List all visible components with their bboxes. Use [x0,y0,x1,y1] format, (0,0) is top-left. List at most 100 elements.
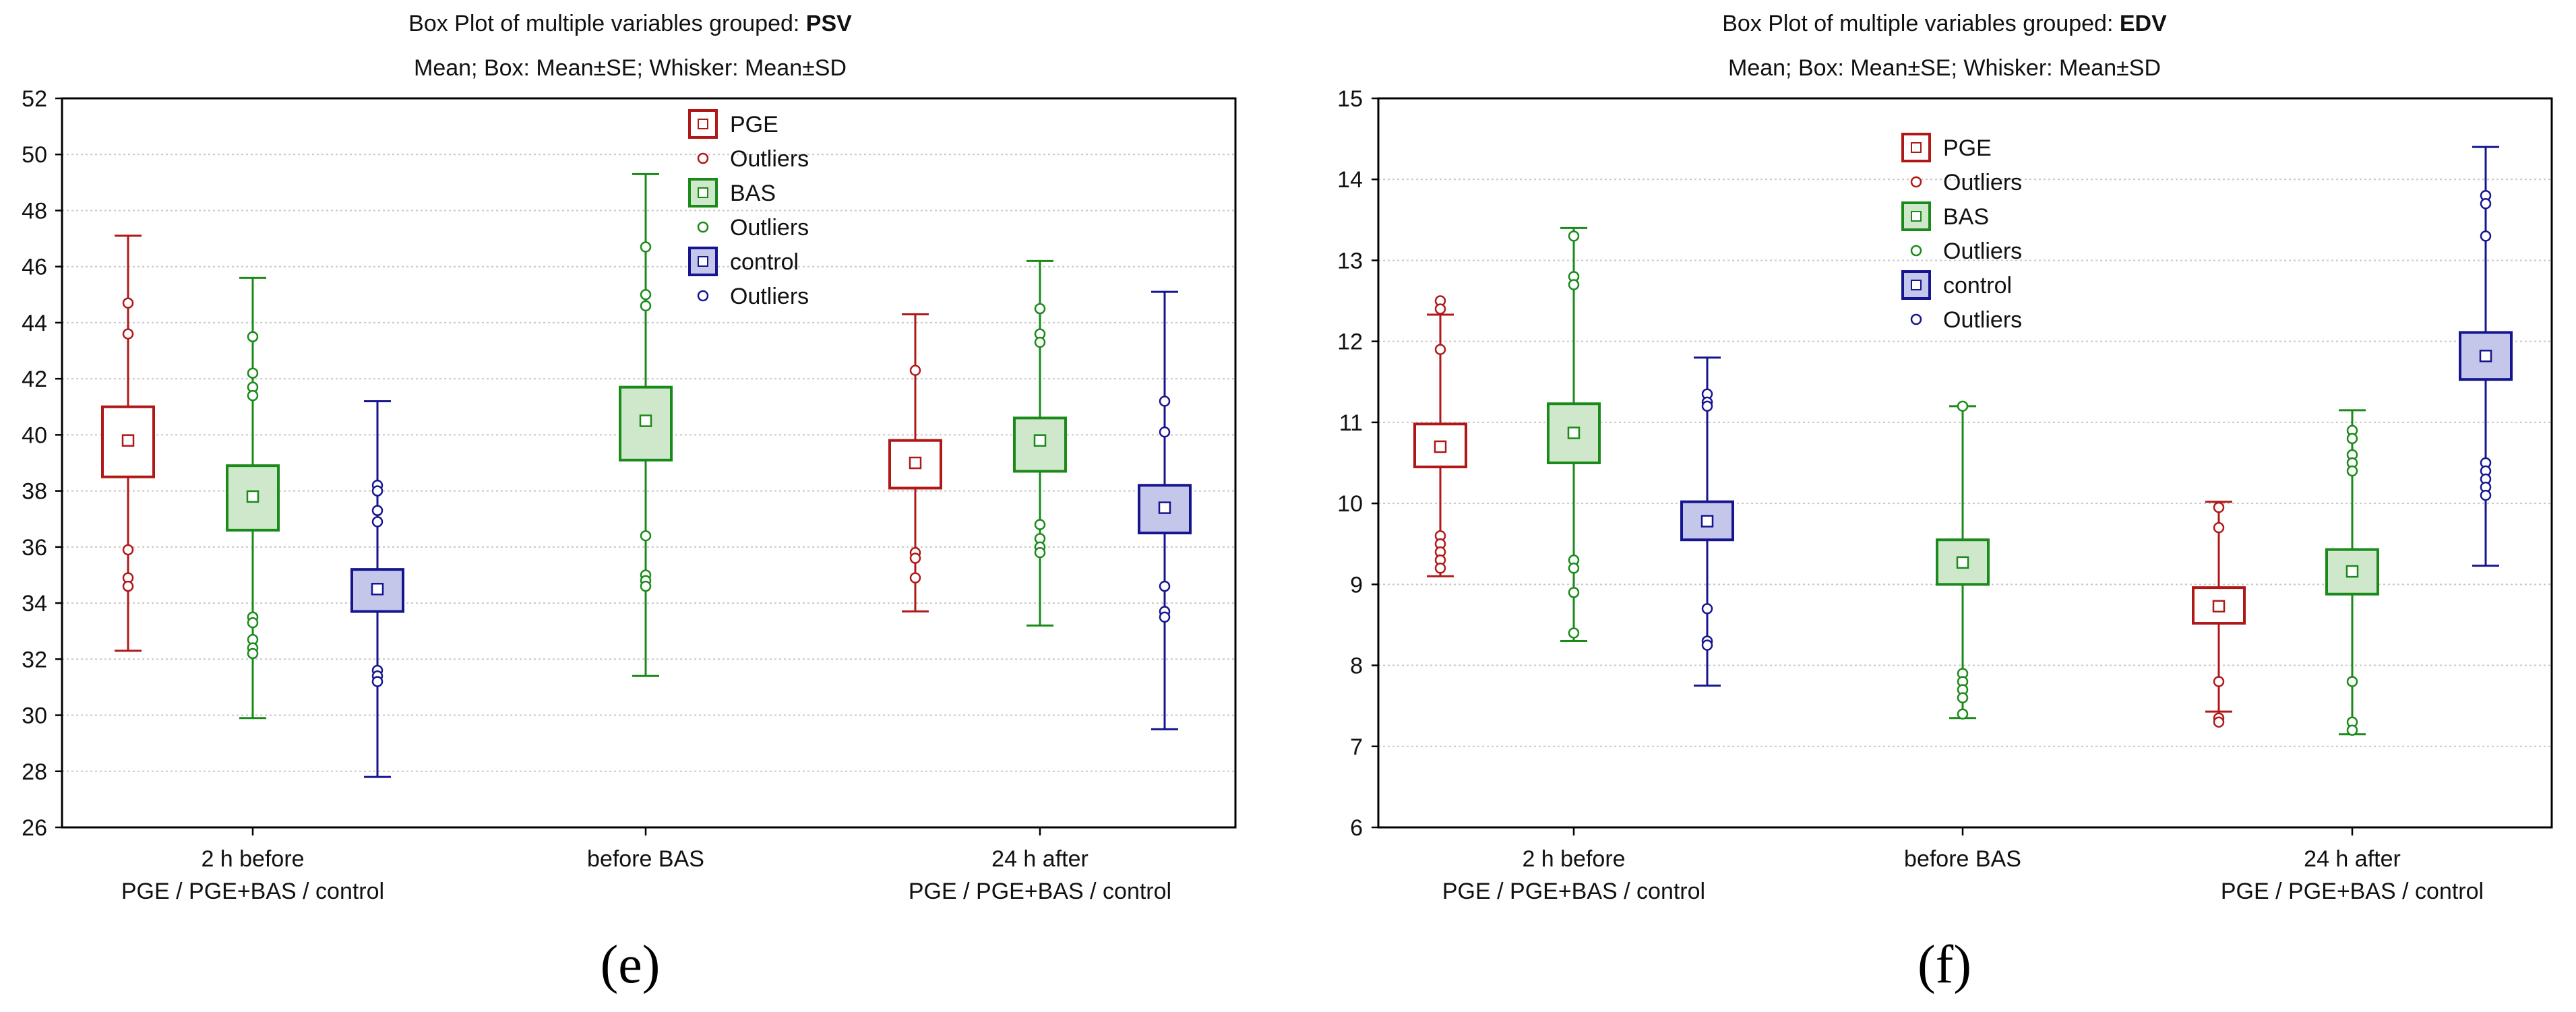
y-tick-label: 52 [22,86,47,112]
mean-marker [1033,434,1047,447]
box-series-psv [101,172,1192,778]
legend-mean-swatch [698,256,708,267]
legend-box-swatch [688,178,718,208]
outlier-point [2213,521,2225,534]
category-label: before BAS [1904,846,2021,872]
outlier-point [1701,400,1713,412]
legend-box-swatch [688,247,718,276]
outlier-point [1568,587,1580,598]
legend-label: Outliers [730,215,809,241]
category-label: 24 h after [991,846,1088,872]
y-tick-label: 10 [1337,491,1363,517]
outlier-point [640,241,652,253]
y-tick-label: 50 [22,142,47,168]
mean-marker [1434,440,1447,453]
outlier-point [1159,426,1171,438]
category-label: 2 h before [201,846,304,872]
y-tick-label: 8 [1350,654,1363,679]
y-tick-label: 42 [22,367,47,392]
legend-label: Outliers [1943,307,2022,333]
legend-item-pge: PGE [688,109,778,139]
y-tick-label: 40 [22,422,47,448]
y-tick-label: 6 [1350,815,1363,841]
box-series-edv [1413,146,2513,736]
mean-marker [246,490,259,503]
mean-marker [1956,556,1969,569]
legend-item-bas: BAS [688,178,776,208]
chart-title-edv: Box Plot of multiple variables grouped: … [1722,11,2167,36]
outlier-point [909,572,921,583]
category-label: PGE / PGE+BAS / control [2221,879,2484,904]
outlier-point [1701,603,1713,614]
box-bas [619,172,673,677]
legend-mean-swatch [1911,142,1922,153]
outlier-point [1701,639,1713,651]
box-bas [1936,400,1990,720]
legend-outlier-swatch [1910,313,1922,325]
legend-outlier-swatch [1910,176,1922,188]
y-tick-label: 48 [22,198,47,224]
box-pge [101,234,155,652]
outlier-point [1434,344,1446,355]
box-bas [1013,259,1067,627]
legend-label: Outliers [730,146,809,172]
legend-mean-swatch [698,119,708,129]
panel-label-f: (f) [1918,935,1971,994]
outlier-point [122,328,134,340]
legend-psv: PGE Outliers BAS Outliers control Outliers [688,109,809,309]
mean-marker [1158,501,1171,514]
outlier-point [2480,489,2492,501]
outlier-point [640,289,652,301]
outlier-point [247,331,259,342]
outlier-point [371,516,384,528]
box-bas [226,276,280,720]
plot-frame-psv [61,97,1237,829]
y-tick-label: 11 [1339,410,1363,436]
box-control [1680,356,1734,687]
legend-mean-swatch [1911,211,1922,222]
outlier-point [1568,279,1580,290]
box-control [350,400,404,778]
legend-label: control [1943,273,2012,298]
legend-edv: PGE Outliers BAS Outliers control Outliers [1901,133,2022,333]
y-tick-label: 14 [1337,167,1363,193]
grid-lines-edv [1378,179,2552,747]
y-tick-label: 9 [1350,572,1363,598]
outlier-point [247,367,259,379]
y-tick-label: 46 [22,255,47,280]
y-tick-label: 32 [22,647,47,672]
plot-frame-edv [1377,97,2553,829]
legend-label: control [730,249,799,275]
chart-title-psv: Box Plot of multiple variables grouped: … [408,11,852,36]
legend-label: PGE [730,112,778,137]
outlier-point [1568,230,1580,242]
y-tick-label: 12 [1337,329,1363,355]
x-axis-edv: 2 h before PGE / PGE+BAS / control before … [1442,827,2484,904]
box-pge [1413,295,1467,577]
outlier-point [1159,580,1171,592]
outlier-point [2346,724,2358,736]
legend-outlier-swatch [697,221,709,233]
legend-item-outliers: Outliers [697,284,809,309]
box-control [2459,146,2513,567]
box-pge [888,313,942,613]
box-control [1138,290,1192,730]
legend-mean-swatch [1911,280,1922,290]
outlier-point [640,530,652,542]
outlier-point [122,580,134,592]
mean-marker [1567,426,1581,439]
legend-item-control: control [688,247,799,276]
y-tick-label: 38 [22,479,47,505]
outlier-point [640,580,652,592]
y-tick-label: 36 [22,535,47,561]
category-label: PGE / PGE+BAS / control [121,879,384,904]
legend-item-outliers: Outliers [1910,170,2022,195]
y-tick-label: 28 [22,759,47,785]
mean-marker [2212,600,2226,613]
outlier-point [2346,465,2358,477]
y-tick-label: 7 [1350,734,1363,760]
legend-label: Outliers [1943,170,2022,195]
outlier-point [371,485,384,497]
legend-label: Outliers [1943,239,2022,264]
chart-panel-psv: Box Plot of multiple variables grouped: … [22,11,1237,994]
